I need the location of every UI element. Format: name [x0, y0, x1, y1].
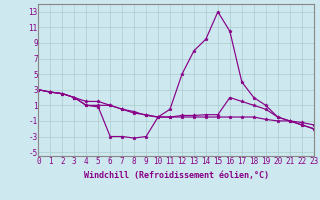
X-axis label: Windchill (Refroidissement éolien,°C): Windchill (Refroidissement éolien,°C) [84, 171, 268, 180]
